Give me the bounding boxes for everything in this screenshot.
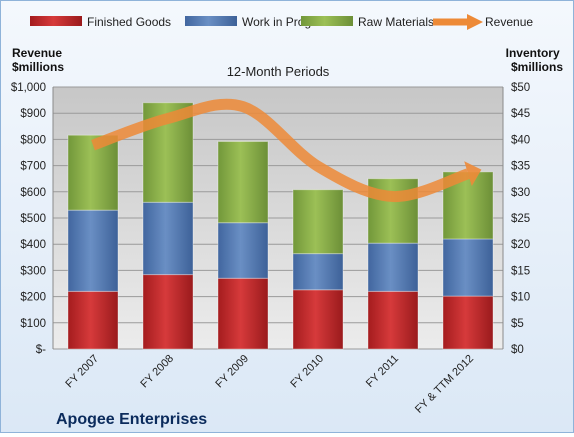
right-axis-ticks: $0 $5 $10 $15 $20 $25 $30 $35 $40 $45 $50 xyxy=(511,82,530,356)
bar-finished-goods xyxy=(292,289,344,350)
legend-swatch-finished-goods xyxy=(30,16,82,26)
left-axis-ticks: $- $100 $200 $300 $400 $500 $600 $700 $800 $900 $1… xyxy=(11,82,46,356)
x-tick-label: FY 2008 xyxy=(138,353,176,391)
right-tick-label: $45 xyxy=(511,108,530,120)
legend-swatch-revenue xyxy=(433,14,483,30)
bar-finished-goods xyxy=(367,290,419,350)
legend-swatch-work-in-progress xyxy=(185,16,237,26)
right-tick-label: $10 xyxy=(511,292,530,304)
chart-title: 12-Month Periods xyxy=(227,64,330,79)
legend-swatch-raw-materials xyxy=(301,16,353,26)
revenue-line xyxy=(91,98,482,203)
bar-finished-goods xyxy=(217,277,269,350)
right-tick-label: $25 xyxy=(511,213,530,225)
x-tick-label: FY 2011 xyxy=(364,353,401,390)
bar-raw-materials xyxy=(292,189,344,255)
right-tick-label: $5 xyxy=(511,318,524,330)
revenue-line-path xyxy=(91,98,470,203)
revenue-line-arrowhead xyxy=(464,161,482,187)
left-tick-label: $300 xyxy=(20,265,46,277)
bar-work-in-progress xyxy=(442,238,494,297)
right-tick-label: $0 xyxy=(511,344,524,356)
x-tick-label: FY 2007 xyxy=(63,353,101,391)
x-axis-ticks: FY 2007 FY 2008 FY 2009 FY 2010 FY 2011 FY & … xyxy=(63,353,476,416)
legend-label-raw-materials: Raw Materials xyxy=(358,15,434,29)
bars xyxy=(67,102,494,350)
bar-finished-goods xyxy=(442,295,494,350)
left-tick-label: $400 xyxy=(20,239,46,251)
bar-work-in-progress xyxy=(292,253,344,291)
left-tick-label: $600 xyxy=(20,187,46,199)
right-tick-label: $50 xyxy=(511,82,530,94)
bar-raw-materials xyxy=(442,171,494,240)
bar-finished-goods xyxy=(142,274,194,350)
right-axis-title: Inventory $millions xyxy=(506,46,564,74)
x-tick-label: FY 2010 xyxy=(288,353,326,391)
left-tick-label: $100 xyxy=(20,318,46,330)
bar-work-in-progress xyxy=(67,209,119,292)
legend: Finished Goods Work in Progress Raw Mate… xyxy=(30,14,533,30)
right-tick-label: $15 xyxy=(511,265,530,277)
bar-work-in-progress xyxy=(142,201,194,276)
right-tick-label: $35 xyxy=(511,161,530,173)
x-tick-label: FY 2009 xyxy=(213,353,251,391)
left-axis-title: Revenue $millions xyxy=(12,46,65,74)
legend-label-finished-goods: Finished Goods xyxy=(87,15,171,29)
left-tick-label: $500 xyxy=(20,213,46,225)
company-name: Apogee Enterprises xyxy=(56,411,207,428)
left-tick-label: $800 xyxy=(20,134,46,146)
legend-label-revenue: Revenue xyxy=(485,15,533,29)
bar-work-in-progress xyxy=(217,222,269,279)
right-tick-label: $40 xyxy=(511,134,530,146)
left-tick-label: $900 xyxy=(20,108,46,120)
left-tick-label: $700 xyxy=(20,161,46,173)
x-tick-label: FY & TTM 2012 xyxy=(413,353,476,416)
right-tick-label: $20 xyxy=(511,239,530,251)
left-tick-label: $200 xyxy=(20,292,46,304)
bar-work-in-progress xyxy=(367,242,419,292)
left-tick-label: $- xyxy=(36,344,46,356)
bar-raw-materials xyxy=(217,140,269,224)
right-tick-label: $30 xyxy=(511,187,530,199)
left-tick-label: $1,000 xyxy=(11,82,46,94)
bar-finished-goods xyxy=(67,290,119,350)
bar-raw-materials xyxy=(67,134,119,211)
